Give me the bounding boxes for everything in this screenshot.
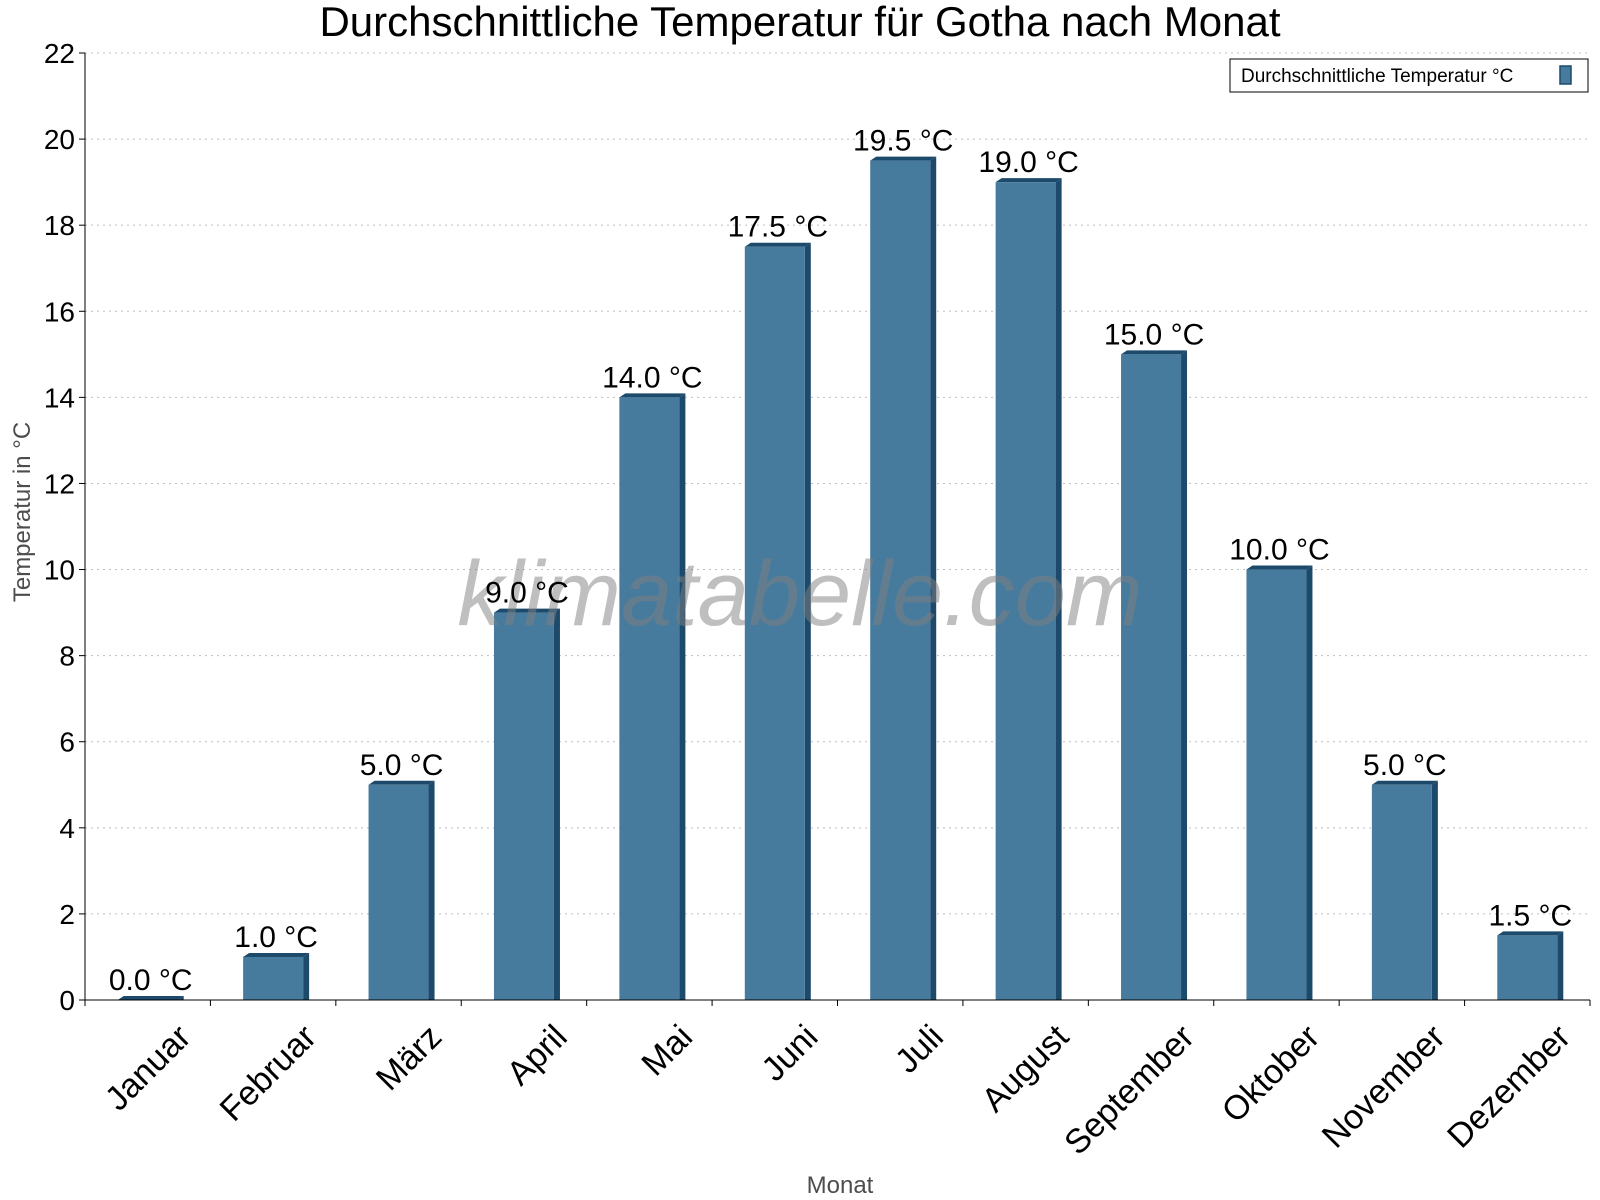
x-tick-label: März <box>369 1018 449 1098</box>
y-tick-label: 4 <box>59 813 75 844</box>
bar-front <box>870 160 931 1000</box>
bar-top <box>1497 931 1564 936</box>
y-tick-label: 10 <box>44 555 75 586</box>
bar <box>368 780 435 1000</box>
bar-top <box>117 996 184 1000</box>
y-tick-label: 22 <box>44 38 75 69</box>
y-tick-label: 18 <box>44 210 75 241</box>
y-tick-label: 12 <box>44 468 75 499</box>
y-tick-label: 14 <box>44 382 75 413</box>
y-tick-label: 2 <box>59 899 75 930</box>
bar-value-label: 14.0 °C <box>602 361 702 394</box>
bar-top <box>493 608 560 613</box>
x-tick-label: Juni <box>754 1018 825 1089</box>
bar-side <box>428 780 435 1000</box>
watermark: klimatabelle.com <box>457 543 1142 645</box>
bar-side <box>1306 565 1313 1000</box>
x-tick-label: Februar <box>213 1018 324 1129</box>
y-tick-label: 8 <box>59 641 75 672</box>
bar-value-label: 5.0 °C <box>360 749 444 782</box>
bar-front <box>493 612 554 1000</box>
bar-top <box>995 178 1062 183</box>
x-tick-label: April <box>500 1018 575 1093</box>
bar-value-label: 9.0 °C <box>485 577 569 610</box>
y-tick-label: 0 <box>59 985 75 1016</box>
bar-value-label: 19.5 °C <box>853 125 953 158</box>
bar-value-label: 0.0 °C <box>109 964 193 997</box>
legend-label: Durchschnittliche Temperatur °C <box>1241 66 1513 87</box>
bar <box>1371 780 1438 1000</box>
bar-front <box>744 246 805 1001</box>
bar <box>1121 350 1188 1000</box>
bar-value-label: 15.0 °C <box>1104 318 1204 351</box>
x-tick-label: Dezember <box>1440 1018 1578 1156</box>
bar-front <box>1371 784 1432 1000</box>
bar-side <box>930 156 937 1000</box>
x-tick-label: Oktober <box>1215 1018 1327 1130</box>
y-tick-label: 20 <box>44 124 75 155</box>
bar-top <box>368 780 435 785</box>
chart-title: Durchschnittliche Temperatur für Gotha n… <box>319 0 1280 45</box>
bar <box>744 242 811 1001</box>
y-tick-label: 6 <box>59 727 75 758</box>
bar-side <box>1181 350 1188 1000</box>
bar-value-label: 19.0 °C <box>978 146 1078 179</box>
bar-side <box>1557 931 1564 1000</box>
x-tick-label: September <box>1057 1018 1201 1162</box>
axes <box>79 52 1591 1006</box>
bar-front <box>1497 935 1558 1000</box>
bar <box>870 156 937 1000</box>
bar-value-label: 10.0 °C <box>1229 534 1329 567</box>
bar-value-label: 5.0 °C <box>1363 749 1447 782</box>
y-axis-title: Temperatur in °C <box>9 422 36 602</box>
legend: Durchschnittliche Temperatur °C <box>1229 58 1589 93</box>
bar <box>117 996 184 1000</box>
bar <box>1497 931 1564 1000</box>
x-tick-label: November <box>1315 1018 1453 1156</box>
x-tick-label: Mai <box>634 1018 700 1084</box>
bar-top <box>1246 565 1313 570</box>
x-tick-labels: Januar Februar März April Mai Juni Juli AugustS… <box>98 1017 1578 1162</box>
bar-value-label: 1.0 °C <box>234 921 318 954</box>
bar <box>493 608 560 1000</box>
legend-box <box>1229 58 1589 93</box>
bar-front <box>243 956 304 1000</box>
bar-front <box>1246 569 1307 1000</box>
bar <box>243 952 310 1000</box>
x-tick-label: August <box>975 1017 1077 1119</box>
bar-top <box>1121 350 1188 355</box>
bar <box>995 178 1062 1001</box>
y-tick-label: 16 <box>44 296 75 327</box>
bar <box>1246 565 1313 1000</box>
x-tick-label: Januar <box>98 1018 198 1118</box>
y-tick-labels: 0 2 4 6 8 10 12 14 16 18 20 22 <box>44 38 75 1016</box>
bar-value-label: 17.5 °C <box>728 211 828 244</box>
bar-side <box>1431 780 1438 1000</box>
legend-swatch <box>1559 65 1572 85</box>
data-labels: 0.0 °C 1.0 °C 5.0 °C 9.0 °C 14.0 °C 17.5 °C 19… <box>109 125 1572 997</box>
bar <box>619 393 686 1000</box>
bar-side <box>679 393 686 1000</box>
bar-front <box>995 182 1056 1001</box>
grid-lines <box>85 52 1590 915</box>
bar-top <box>870 156 937 161</box>
bar-top <box>619 393 686 398</box>
x-axis-title: Monat <box>807 1172 874 1199</box>
bar-side <box>553 608 560 1000</box>
bar-side <box>1055 178 1062 1001</box>
bar-front <box>368 784 429 1000</box>
x-tick-label: Juli <box>888 1018 951 1081</box>
bar-top <box>1371 780 1438 785</box>
bar-value-label: 1.5 °C <box>1488 899 1572 932</box>
bar-top <box>243 952 310 957</box>
bar-top <box>744 242 811 247</box>
bar-front <box>619 397 680 1000</box>
bars <box>117 156 1564 1001</box>
bar-front <box>1121 354 1182 1000</box>
bar-side <box>303 952 310 1000</box>
bar-side <box>804 242 811 1001</box>
